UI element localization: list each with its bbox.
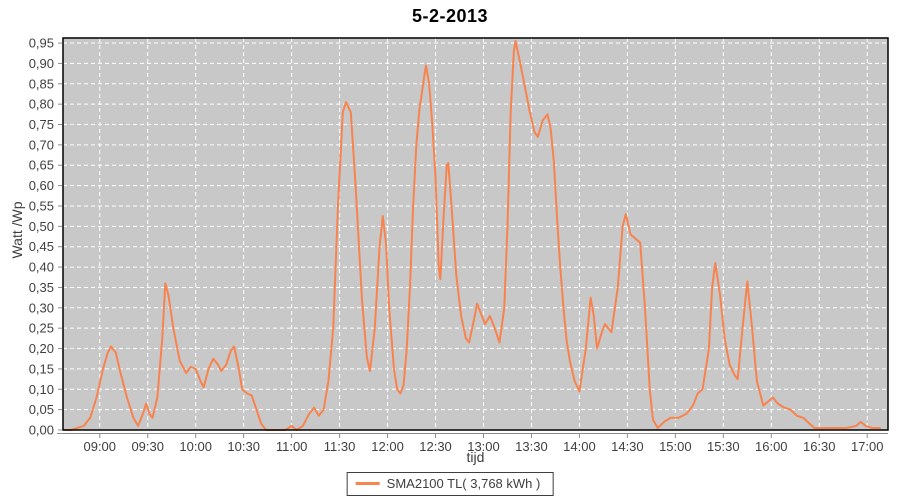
x-tick-label: 16:00 xyxy=(755,439,788,454)
x-tick-label: 16:30 xyxy=(803,439,836,454)
y-tick-label: 0,00 xyxy=(29,423,54,438)
series-line xyxy=(63,40,882,431)
legend: SMA2100 TL( 3,768 kWh ) xyxy=(346,472,554,496)
y-tick-label: 0,05 xyxy=(29,402,54,417)
x-tick-label: 10:30 xyxy=(227,439,260,454)
x-tick-label: 15:30 xyxy=(707,439,740,454)
x-tick-label: 09:00 xyxy=(83,439,116,454)
y-tick-label: 0,70 xyxy=(29,137,54,152)
x-tick-label: 13:00 xyxy=(467,439,500,454)
x-tick-label: 12:30 xyxy=(419,439,452,454)
y-tick-label: 0,90 xyxy=(29,56,54,71)
y-tick-label: 0,25 xyxy=(29,321,54,336)
chart-title: 5-2-2013 xyxy=(411,6,489,26)
x-tick-label: 12:00 xyxy=(371,439,404,454)
legend-line-swatch xyxy=(355,482,380,485)
y-tick-label: 0,75 xyxy=(29,117,54,132)
x-tick-label: 09:30 xyxy=(131,439,164,454)
x-tick-label: 14:00 xyxy=(563,439,596,454)
y-tick-label: 0,20 xyxy=(29,341,54,356)
x-tick-label: 10:00 xyxy=(179,439,212,454)
x-tick-label: 17:00 xyxy=(851,439,884,454)
y-tick-label: 0,65 xyxy=(29,158,54,173)
y-tick-label: 0,30 xyxy=(29,300,54,315)
y-tick-label: 0,95 xyxy=(29,36,54,51)
y-tick-label: 0,80 xyxy=(29,97,54,112)
y-tick-label: 0,50 xyxy=(29,219,54,234)
x-tick-label: 15:00 xyxy=(659,439,692,454)
x-tick-label: 13:30 xyxy=(515,439,548,454)
x-tick-label: 11:30 xyxy=(324,439,356,454)
y-tick-label: 0,15 xyxy=(29,361,54,376)
x-axis-title: tijd xyxy=(466,449,485,465)
y-tick-label: 0,60 xyxy=(29,178,54,193)
y-tick-label: 0,55 xyxy=(29,198,54,213)
x-tick-label: 14:30 xyxy=(611,439,644,454)
legend-label: SMA2100 TL( 3,768 kWh ) xyxy=(386,476,541,491)
y-tick-label: 0,85 xyxy=(29,76,54,91)
y-tick-label: 0,10 xyxy=(29,382,54,397)
x-tick-label: 11:00 xyxy=(276,439,308,454)
plot-border xyxy=(62,37,889,431)
y-tick-label: 0,35 xyxy=(29,280,54,295)
y-tick-label: 0,40 xyxy=(29,260,54,275)
y-tick-label: 0,45 xyxy=(29,239,54,254)
plot-area xyxy=(63,38,888,430)
